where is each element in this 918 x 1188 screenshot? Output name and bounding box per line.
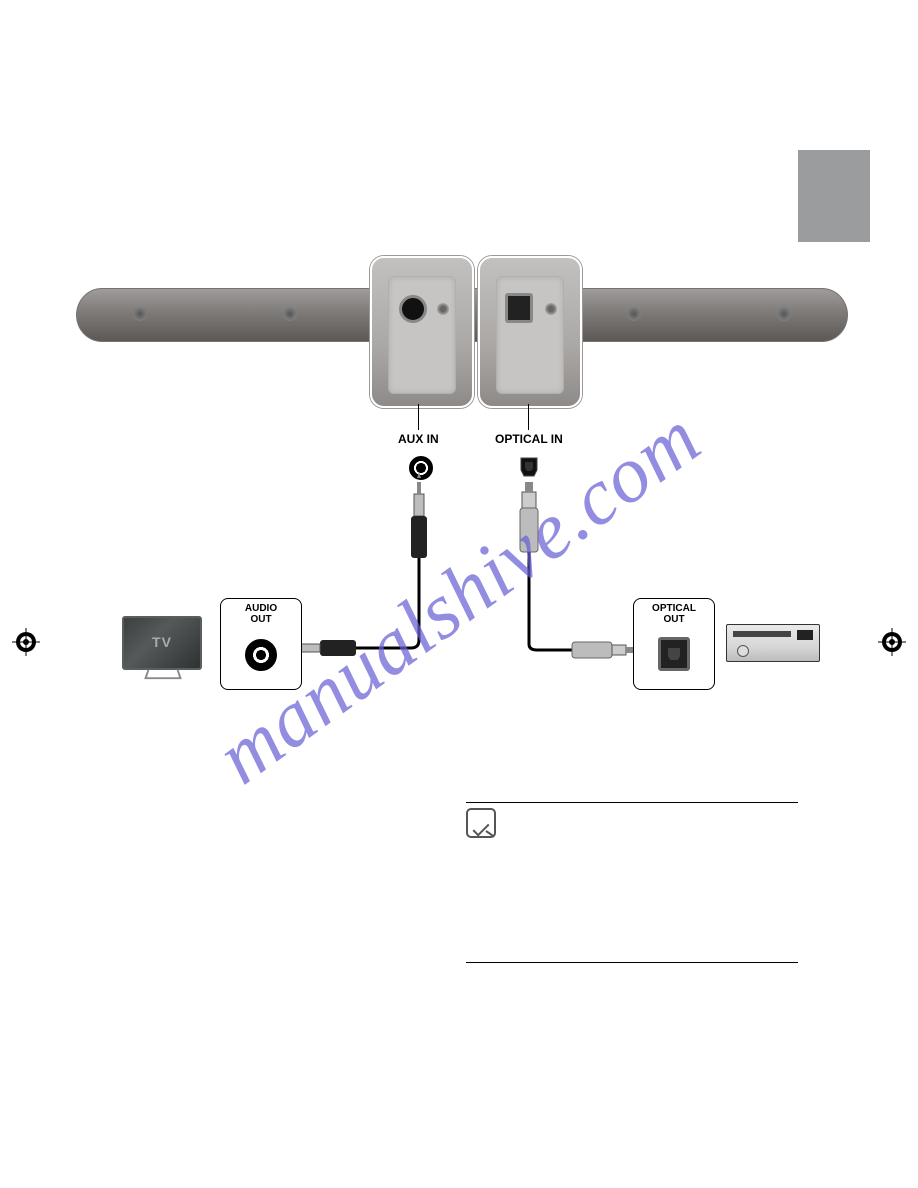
note-divider xyxy=(466,962,798,963)
optical-jack-icon xyxy=(505,293,533,323)
note-block xyxy=(466,808,496,838)
manual-page: AUX IN OPTICAL IN xyxy=(0,0,918,1188)
zoom-optical-panel xyxy=(478,256,582,408)
zoom-aux-panel xyxy=(370,256,474,408)
registration-mark-icon xyxy=(878,628,906,656)
audio-out-port-box: AUDIO OUT xyxy=(220,598,302,690)
section-tab xyxy=(798,150,870,242)
soundbar-screw-icon xyxy=(627,307,641,321)
optical-out-label-2: OUT xyxy=(663,614,684,625)
tv-label: TV xyxy=(152,634,172,650)
aux-panel xyxy=(388,276,456,394)
audio-out-jack-icon xyxy=(245,639,277,671)
aux-in-label: AUX IN xyxy=(398,432,439,446)
tv-stand-icon xyxy=(144,670,182,679)
aux-port-icon xyxy=(409,456,433,480)
aux-jack-icon xyxy=(399,295,427,323)
registration-mark-icon xyxy=(12,628,40,656)
optical-in-label: OPTICAL IN xyxy=(495,432,563,446)
tv-device: TV xyxy=(122,616,202,670)
leader-line xyxy=(528,404,529,430)
note-divider xyxy=(466,802,798,803)
optical-port-icon xyxy=(518,456,540,478)
note-icon xyxy=(466,808,496,838)
leader-line xyxy=(418,404,419,430)
player-knob-icon xyxy=(737,645,749,657)
optical-out-port-box: OPTICAL OUT xyxy=(633,598,715,690)
audio-out-label-2: OUT xyxy=(250,614,271,625)
optical-out-label-1: OPTICAL xyxy=(652,603,696,614)
optical-out-jack-icon xyxy=(658,637,690,671)
bd-dvd-player xyxy=(726,624,820,662)
audio-out-label-1: AUDIO xyxy=(245,603,277,614)
optical-panel xyxy=(496,276,564,394)
mount-hole-icon xyxy=(545,303,557,315)
mount-hole-icon xyxy=(437,303,449,315)
cable-diagram xyxy=(0,0,918,1188)
soundbar-screw-icon xyxy=(283,307,297,321)
